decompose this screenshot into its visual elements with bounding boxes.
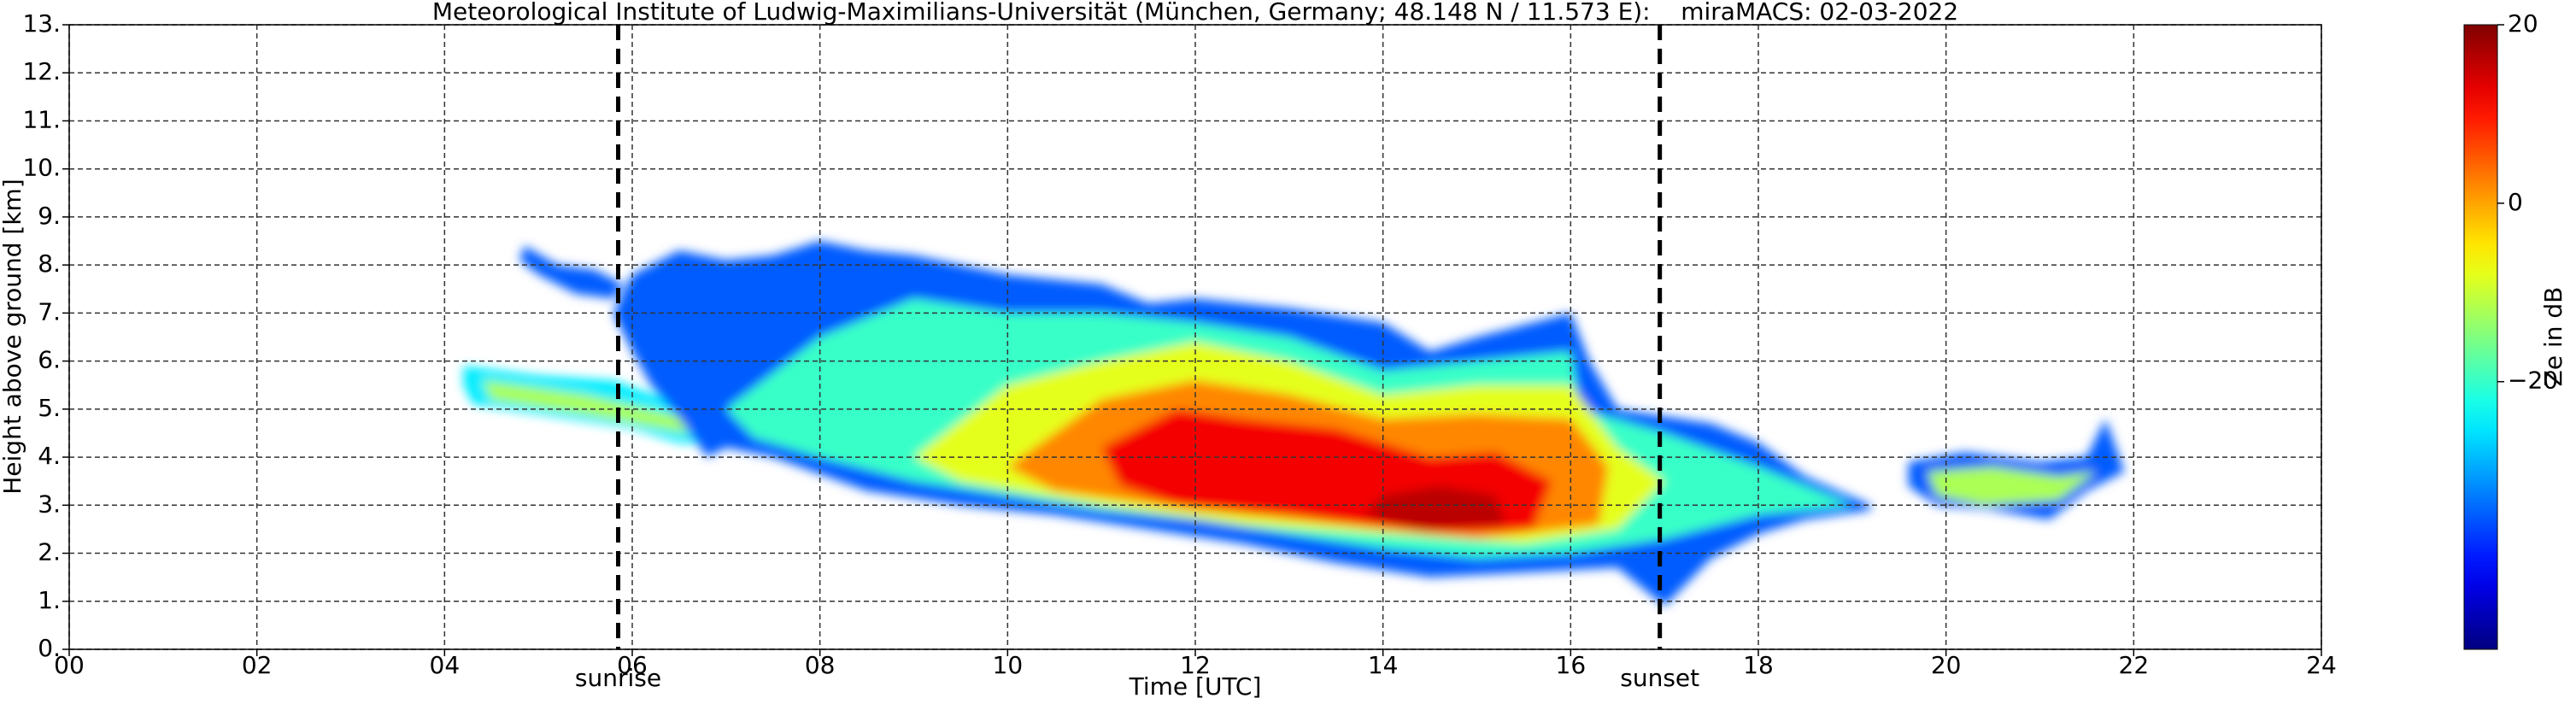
- reflectivity-region: [1908, 419, 2125, 520]
- y-tick-label: 8.: [38, 249, 61, 278]
- reflectivity-region: [482, 380, 689, 433]
- x-tick-label: 12: [1180, 651, 1211, 679]
- y-tick-label: 0.: [38, 634, 61, 662]
- x-tick-label: 14: [1368, 651, 1399, 679]
- y-tick-label: 11.: [22, 105, 61, 133]
- colorbar-label: Ze in dB: [2539, 287, 2567, 387]
- x-tick-label: 06: [617, 651, 648, 679]
- colorbar-tick-label: 20: [2508, 9, 2538, 38]
- x-tick-label: 02: [242, 651, 273, 679]
- sun-event-label: sunset: [1620, 664, 1699, 692]
- x-tick-label: 08: [805, 651, 836, 679]
- x-tick-label: 24: [2306, 651, 2337, 679]
- x-axis-label: Time [UTC]: [1129, 672, 1262, 701]
- x-tick-label: 10: [993, 651, 1024, 679]
- y-tick-label: 9.: [38, 202, 61, 230]
- chart-title: Meteorological Institute of Ludwig-Maxim…: [432, 0, 1958, 26]
- y-tick-label: 12.: [22, 57, 61, 85]
- reflectivity-region: [1927, 466, 2097, 506]
- y-tick-label: 6.: [38, 346, 61, 374]
- y-axis-label: Height above ground [km]: [0, 179, 26, 495]
- y-tick-label: 13.: [22, 9, 61, 38]
- x-tick-label: 18: [1743, 651, 1774, 679]
- x-tick-label: 22: [2119, 651, 2150, 679]
- y-tick-label: 3.: [38, 490, 61, 518]
- y-tick-label: 1.: [38, 586, 61, 614]
- y-tick-label: 5.: [38, 394, 61, 422]
- colorbar-tick-label: −20: [2508, 367, 2558, 395]
- y-tick-label: 7.: [38, 297, 61, 326]
- y-tick-label: 10.: [22, 154, 61, 182]
- x-tick-label: 20: [1931, 651, 1962, 679]
- reflectivity-region: [1364, 485, 1505, 530]
- radar-field: [463, 241, 2125, 607]
- colorbar-tick-label: 0: [2508, 188, 2523, 216]
- reflectivity-region: [519, 245, 624, 299]
- y-tick-label: 2.: [38, 538, 61, 566]
- x-tick-label: 00: [54, 651, 85, 679]
- sun-event-label: sunrise: [575, 664, 661, 692]
- x-tick-label: 04: [430, 651, 461, 679]
- y-tick-label: 4.: [38, 442, 61, 470]
- x-tick-label: 16: [1556, 651, 1587, 679]
- colorbar: [2463, 24, 2498, 650]
